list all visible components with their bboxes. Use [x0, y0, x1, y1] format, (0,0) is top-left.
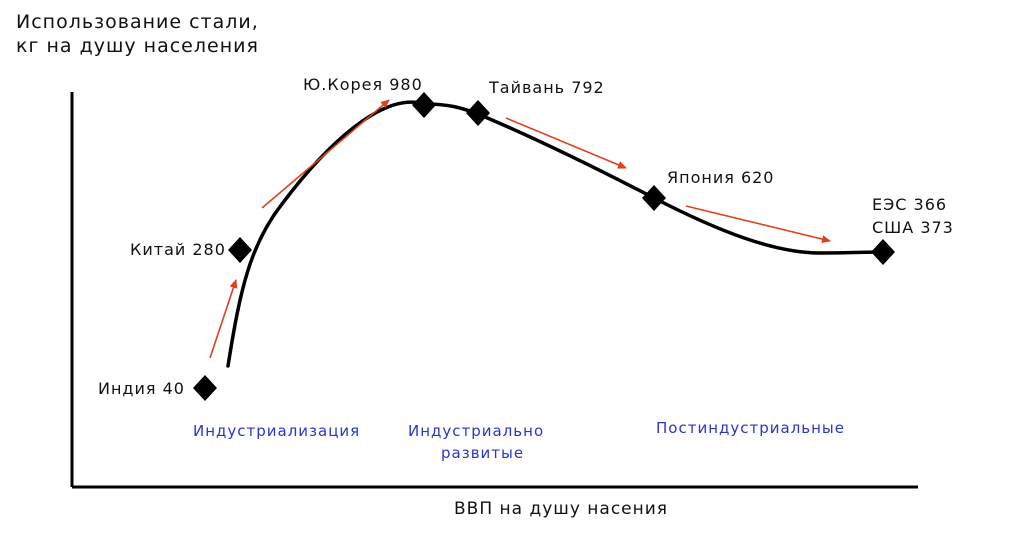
stage-label-industrial-developed-1: Индустриально [408, 422, 544, 440]
point-label-korea: Ю.Корея 980 [303, 75, 423, 94]
trend-arrows [209, 99, 831, 359]
y-axis-title-line2: кг на душу населения [16, 35, 259, 57]
point-marker-china [228, 237, 252, 263]
y-axis-title-line1: Использование стали, [16, 11, 259, 33]
steel-use-curve [226, 100, 885, 368]
trend-arrow-2 [261, 99, 390, 209]
x-axis-title: ВВП на душу насения [454, 499, 668, 519]
point-marker-japan [642, 185, 666, 211]
stage-label-industrialization: Индустриализация [193, 422, 360, 440]
point-markers [193, 92, 895, 401]
point-marker-eec-usa [871, 239, 895, 265]
point-label-india: Индия 40 [98, 379, 185, 398]
stage-label-industrial-developed-2: развитые [441, 444, 524, 462]
trend-arrow-4 [685, 205, 831, 243]
trend-arrow-1 [209, 279, 238, 359]
stage-label-postindustrial: Постиндустриальные [656, 419, 845, 437]
point-marker-korea [412, 92, 436, 118]
point-marker-taiwan [466, 100, 490, 126]
point-marker-india [193, 375, 217, 401]
trend-arrow-3 [505, 117, 627, 169]
point-label-taiwan: Тайвань 792 [488, 78, 605, 97]
point-label-eec: ЕЭС 366 [872, 195, 947, 214]
point-label-japan: Япония 620 [667, 168, 774, 187]
point-label-usa: США 373 [872, 218, 954, 237]
point-label-china: Китай 280 [130, 240, 226, 259]
